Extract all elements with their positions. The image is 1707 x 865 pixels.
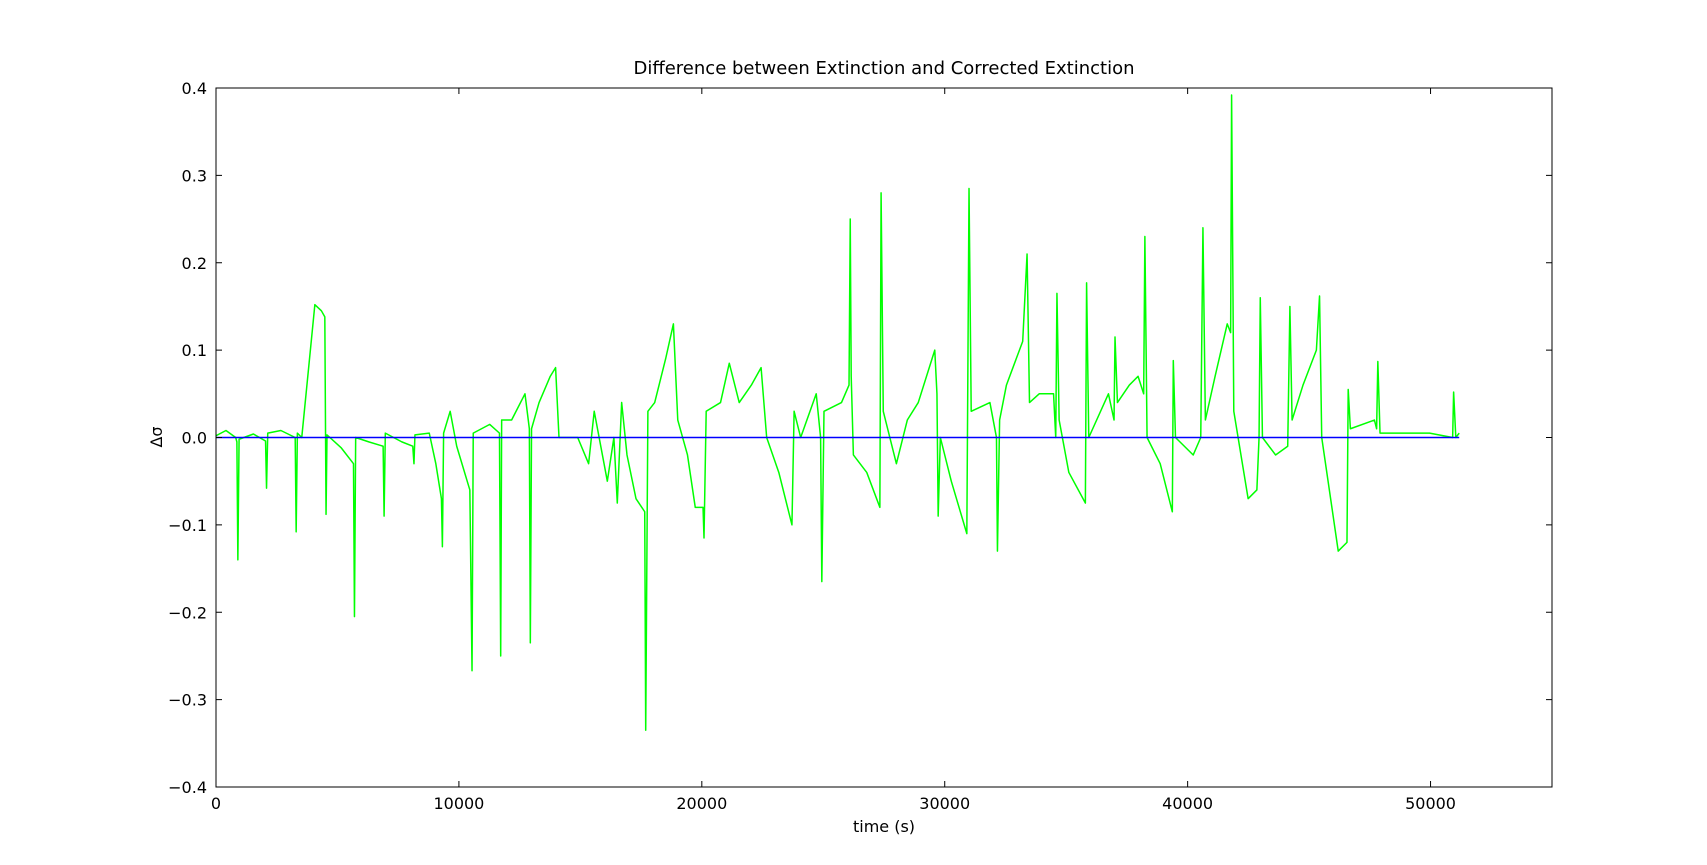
y-tick-label: 0.3 — [182, 166, 207, 185]
y-axis-label: Δσ — [147, 426, 166, 447]
x-tick-label: 0 — [211, 794, 221, 813]
y-tick-label: 0.4 — [182, 79, 207, 98]
x-tick-label: 20000 — [676, 794, 727, 813]
y-tick-label: −0.2 — [168, 603, 207, 622]
y-tick-label: 0.2 — [182, 254, 207, 273]
x-axis-label: time (s) — [853, 817, 915, 836]
y-tick-label: −0.3 — [168, 691, 207, 710]
y-tick-label: 0.1 — [182, 341, 207, 360]
y-tick-label: −0.4 — [168, 778, 207, 797]
x-tick-label: 40000 — [1162, 794, 1213, 813]
y-tick-label: −0.1 — [168, 516, 207, 535]
chart-title: Difference between Extinction and Correc… — [633, 58, 1134, 79]
x-tick-label: 10000 — [433, 794, 484, 813]
x-tick-label: 30000 — [919, 794, 970, 813]
y-tick-label: 0.0 — [182, 429, 207, 448]
x-tick-label: 50000 — [1405, 794, 1456, 813]
data-line — [215, 94, 1460, 731]
